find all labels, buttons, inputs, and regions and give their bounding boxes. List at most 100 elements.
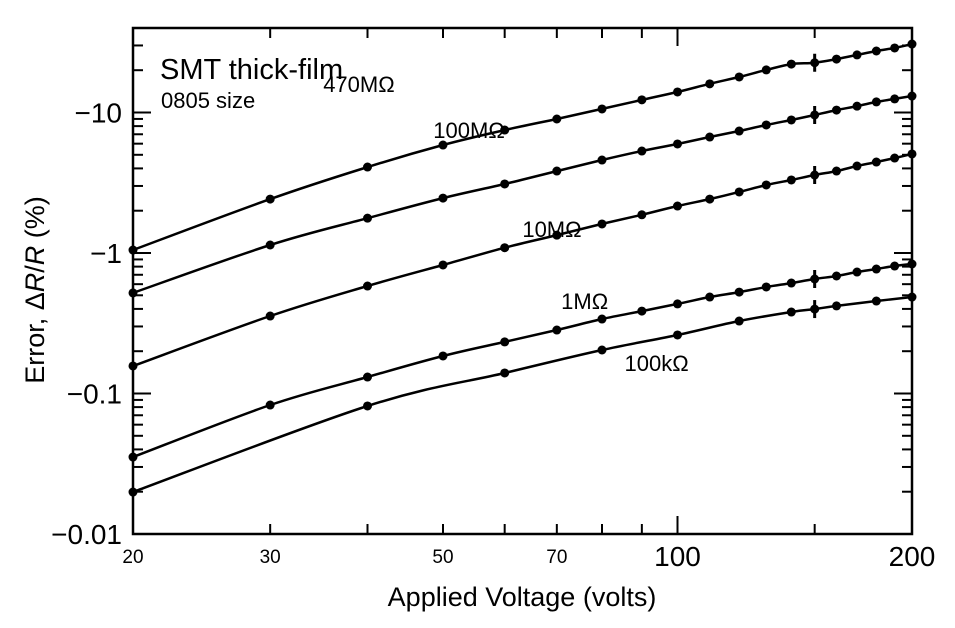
data-point [363,401,373,411]
data-point [734,126,744,136]
data-point [890,94,900,104]
series-1 [128,91,917,298]
data-point [734,287,744,297]
data-point [832,166,842,176]
data-point [871,296,881,306]
data-point [552,325,562,335]
data-point [438,193,448,203]
data-point [852,161,862,171]
y-axis-label-r2: R [20,246,50,266]
series-label: 1MΩ [561,289,608,314]
y-axis-label-prefix: Error, [20,310,50,384]
data-point [597,314,607,324]
data-point [672,330,682,340]
series-3 [128,259,917,462]
y-axis-label-r1: R [20,273,50,293]
series-4 [128,292,917,497]
data-point [637,306,647,316]
data-point [438,351,448,361]
data-point [786,59,796,69]
data-point [786,175,796,185]
data-point [734,187,744,197]
data-point [761,180,771,190]
data-point [672,87,682,97]
y-axis-label-slash: / [20,265,50,273]
series-label: 100MΩ [433,118,504,143]
plot-frame [131,26,914,536]
data-point [363,281,373,291]
x-tick-label: 20 [122,547,143,568]
data-point [734,72,744,82]
y-axis-label-delta: Δ [20,292,50,310]
data-point [810,274,820,284]
data-point [637,210,647,220]
data-point [500,337,510,347]
y-tick-label: −0.01 [51,519,122,550]
data-point [597,219,607,229]
data-point [871,46,881,56]
data-point [637,146,647,156]
data-point [265,400,275,410]
y-axis-label: Error, ΔR/R (%) [20,196,50,384]
data-point [761,65,771,75]
series-line [132,152,913,368]
series-labels: 470MΩ 100MΩ 10MΩ 1MΩ 100kΩ [323,72,688,376]
data-point [761,282,771,292]
y-tick-labels: −10 −1 −0.1 −0.01 [51,98,122,551]
data-point [552,230,562,240]
data-point [890,43,900,53]
series-label: 10MΩ [522,217,581,242]
data-point [786,115,796,125]
data-point [672,299,682,309]
data-point [705,292,715,302]
y-tick-label: −10 [75,98,123,129]
x-tick-label: 70 [546,547,567,568]
data-point [438,260,448,270]
data-point [705,132,715,142]
data-point [363,213,373,223]
data-point [363,372,373,382]
data-point [810,304,820,314]
data-point [871,157,881,167]
y-tick-label: −0.1 [67,379,122,410]
x-tick-labels: 20 30 50 70 100 200 [122,541,935,572]
data-point [761,120,771,130]
ticks-layer [133,28,912,534]
data-point [705,79,715,89]
data-point [852,101,862,111]
series-0 [128,39,917,255]
chart-title: SMT thick-film [160,54,343,86]
data-point [672,201,682,211]
data-point [890,261,900,271]
data-point [265,194,275,204]
data-point [810,110,820,120]
x-tick-label: 100 [654,541,701,572]
data-point [786,307,796,317]
series-line [132,262,913,459]
data-point [734,316,744,326]
data-point [871,97,881,107]
data-point [871,264,881,274]
data-point [672,139,682,149]
data-point [637,95,647,105]
data-point [832,105,842,115]
series-label: 470MΩ [323,72,394,97]
y-tick-label: −1 [90,238,122,269]
data-point [810,170,820,180]
data-point [363,162,373,172]
data-point [500,243,510,253]
data-point [438,140,448,150]
data-point [597,345,607,355]
series-layer [128,39,917,497]
data-point [500,368,510,378]
data-point [890,153,900,163]
x-tick-label: 50 [432,547,453,568]
data-point [705,194,715,204]
data-point [265,240,275,250]
data-point [597,155,607,165]
data-point [832,271,842,281]
data-point [832,301,842,311]
data-point [500,125,510,135]
data-point [265,311,275,321]
